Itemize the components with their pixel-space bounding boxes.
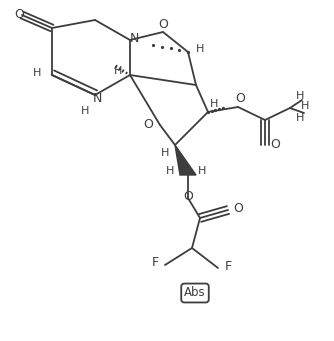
Text: H: H [81, 106, 89, 116]
Polygon shape [175, 145, 196, 175]
Text: H: H [33, 68, 41, 78]
Text: O: O [183, 190, 193, 203]
Text: O: O [158, 17, 168, 30]
Text: N: N [92, 92, 102, 105]
Text: N: N [129, 31, 139, 44]
Text: H: H [210, 99, 218, 109]
Text: Abs: Abs [184, 286, 206, 299]
Text: O: O [270, 138, 280, 151]
Text: H: H [296, 113, 304, 123]
Text: H: H [196, 44, 204, 54]
Text: O: O [235, 92, 245, 105]
Text: O: O [14, 9, 24, 21]
Text: H: H [301, 101, 309, 111]
Text: F: F [151, 256, 159, 269]
Text: O: O [143, 119, 153, 132]
Text: H: H [296, 91, 304, 101]
Text: F: F [224, 260, 231, 272]
Text: O: O [233, 202, 243, 214]
Text: H: H [114, 66, 122, 76]
Text: H: H [166, 166, 174, 176]
Text: H: H [161, 148, 169, 158]
Text: H: H [198, 166, 206, 176]
